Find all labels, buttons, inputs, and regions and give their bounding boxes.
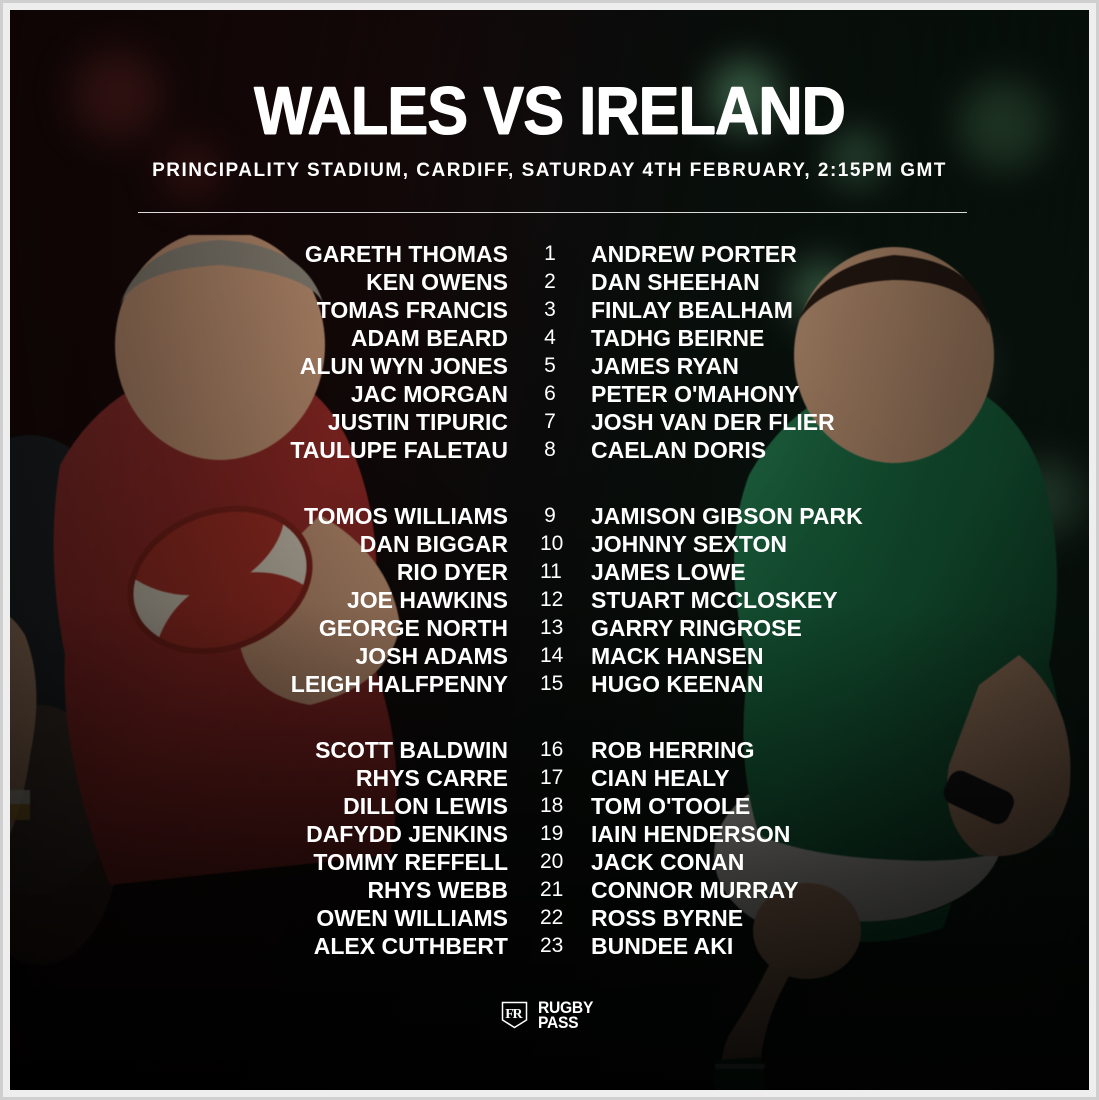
svg-text:R: R	[512, 1007, 523, 1022]
